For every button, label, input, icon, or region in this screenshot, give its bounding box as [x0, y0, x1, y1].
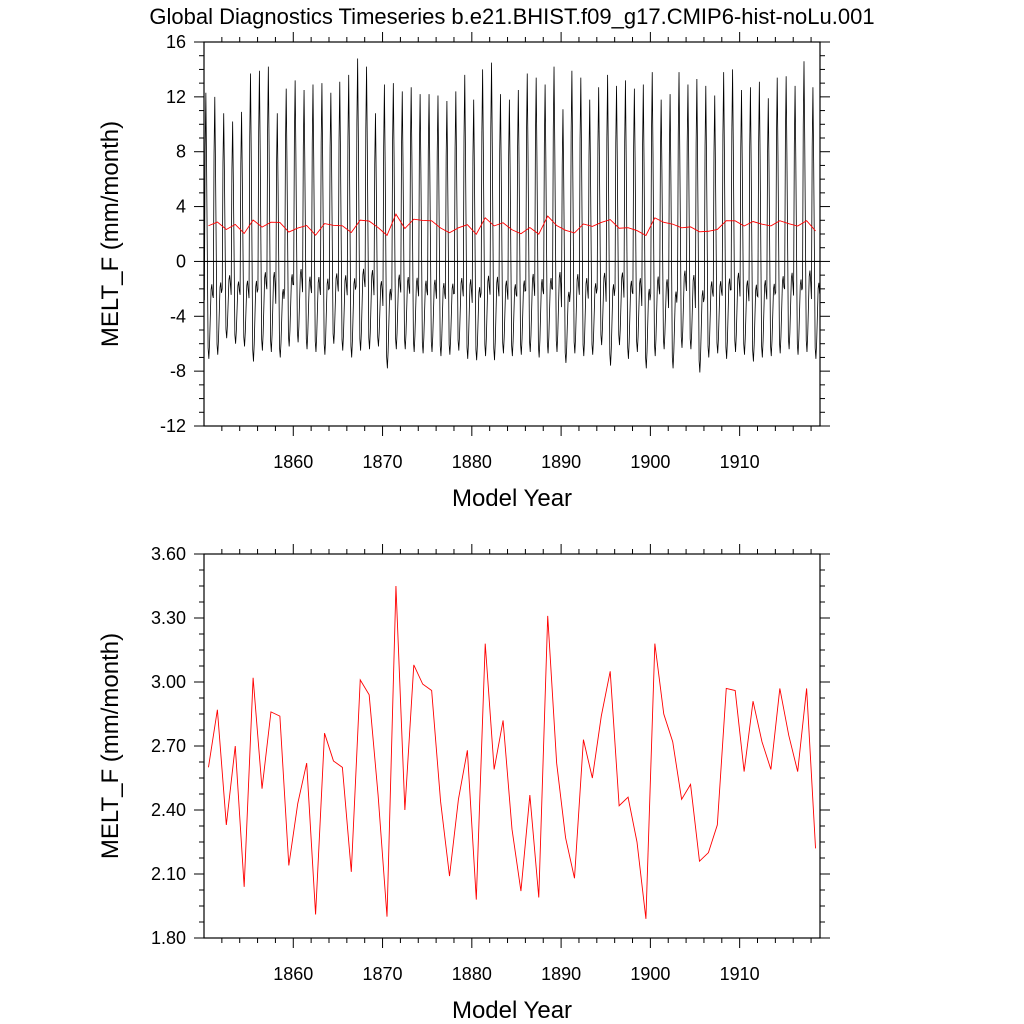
y-tick-label: 2.70	[151, 736, 186, 756]
x-tick-label: 1870	[363, 452, 403, 472]
figure-title: Global Diagnostics Timeseries b.e21.BHIS…	[149, 4, 874, 29]
x-axis-label: Model Year	[452, 997, 572, 1024]
y-tick-label: 3.30	[151, 608, 186, 628]
y-tick-label: -12	[160, 416, 186, 436]
x-tick-label: 1860	[273, 452, 313, 472]
x-tick-label: 1870	[363, 964, 403, 984]
y-tick-label: 3.00	[151, 672, 186, 692]
y-tick-label: 8	[176, 142, 186, 162]
plot-frame	[203, 553, 821, 939]
y-tick-label: -8	[170, 361, 186, 381]
x-tick-label: 1910	[720, 452, 760, 472]
x-tick-label: 1900	[630, 452, 670, 472]
annual-mean-series-line	[208, 213, 816, 237]
y-tick-label: 0	[176, 251, 186, 271]
x-tick-label: 1910	[720, 964, 760, 984]
x-tick-label: 1890	[541, 452, 581, 472]
x-tick-label: 1890	[541, 964, 581, 984]
y-tick-label: 2.40	[151, 800, 186, 820]
y-tick-label: 1.80	[151, 928, 186, 948]
y-tick-label: 16	[166, 32, 186, 52]
y-axis-label: MELT_F (mm/month)	[97, 633, 124, 859]
monthly-series-line	[204, 58, 820, 373]
x-tick-label: 1880	[452, 452, 492, 472]
timeseries-panel-bottom: 1.80 2.10 2.40 2.70 3.00 3.30 3.60 1860 1870 1880…	[97, 544, 830, 1024]
y-tick-label: 4	[176, 197, 186, 217]
y-tick-label: 3.60	[151, 544, 186, 564]
y-tick-label: 12	[166, 87, 186, 107]
x-tick-label: 1900	[630, 964, 670, 984]
y-tick-label: -4	[170, 306, 186, 326]
x-tick-label: 1880	[452, 964, 492, 984]
y-axis-label: MELT_F (mm/month)	[97, 121, 124, 347]
x-axis-label: Model Year	[452, 485, 572, 512]
y-tick-label: 2.10	[151, 864, 186, 884]
x-tick-label: 1860	[273, 964, 313, 984]
annual-mean-series-line	[208, 585, 816, 919]
timeseries-panel-top: -12 -8 -4 0 4 8 12 16 1860 1870 1880 1890 1900 1910 Mo…	[97, 32, 830, 512]
